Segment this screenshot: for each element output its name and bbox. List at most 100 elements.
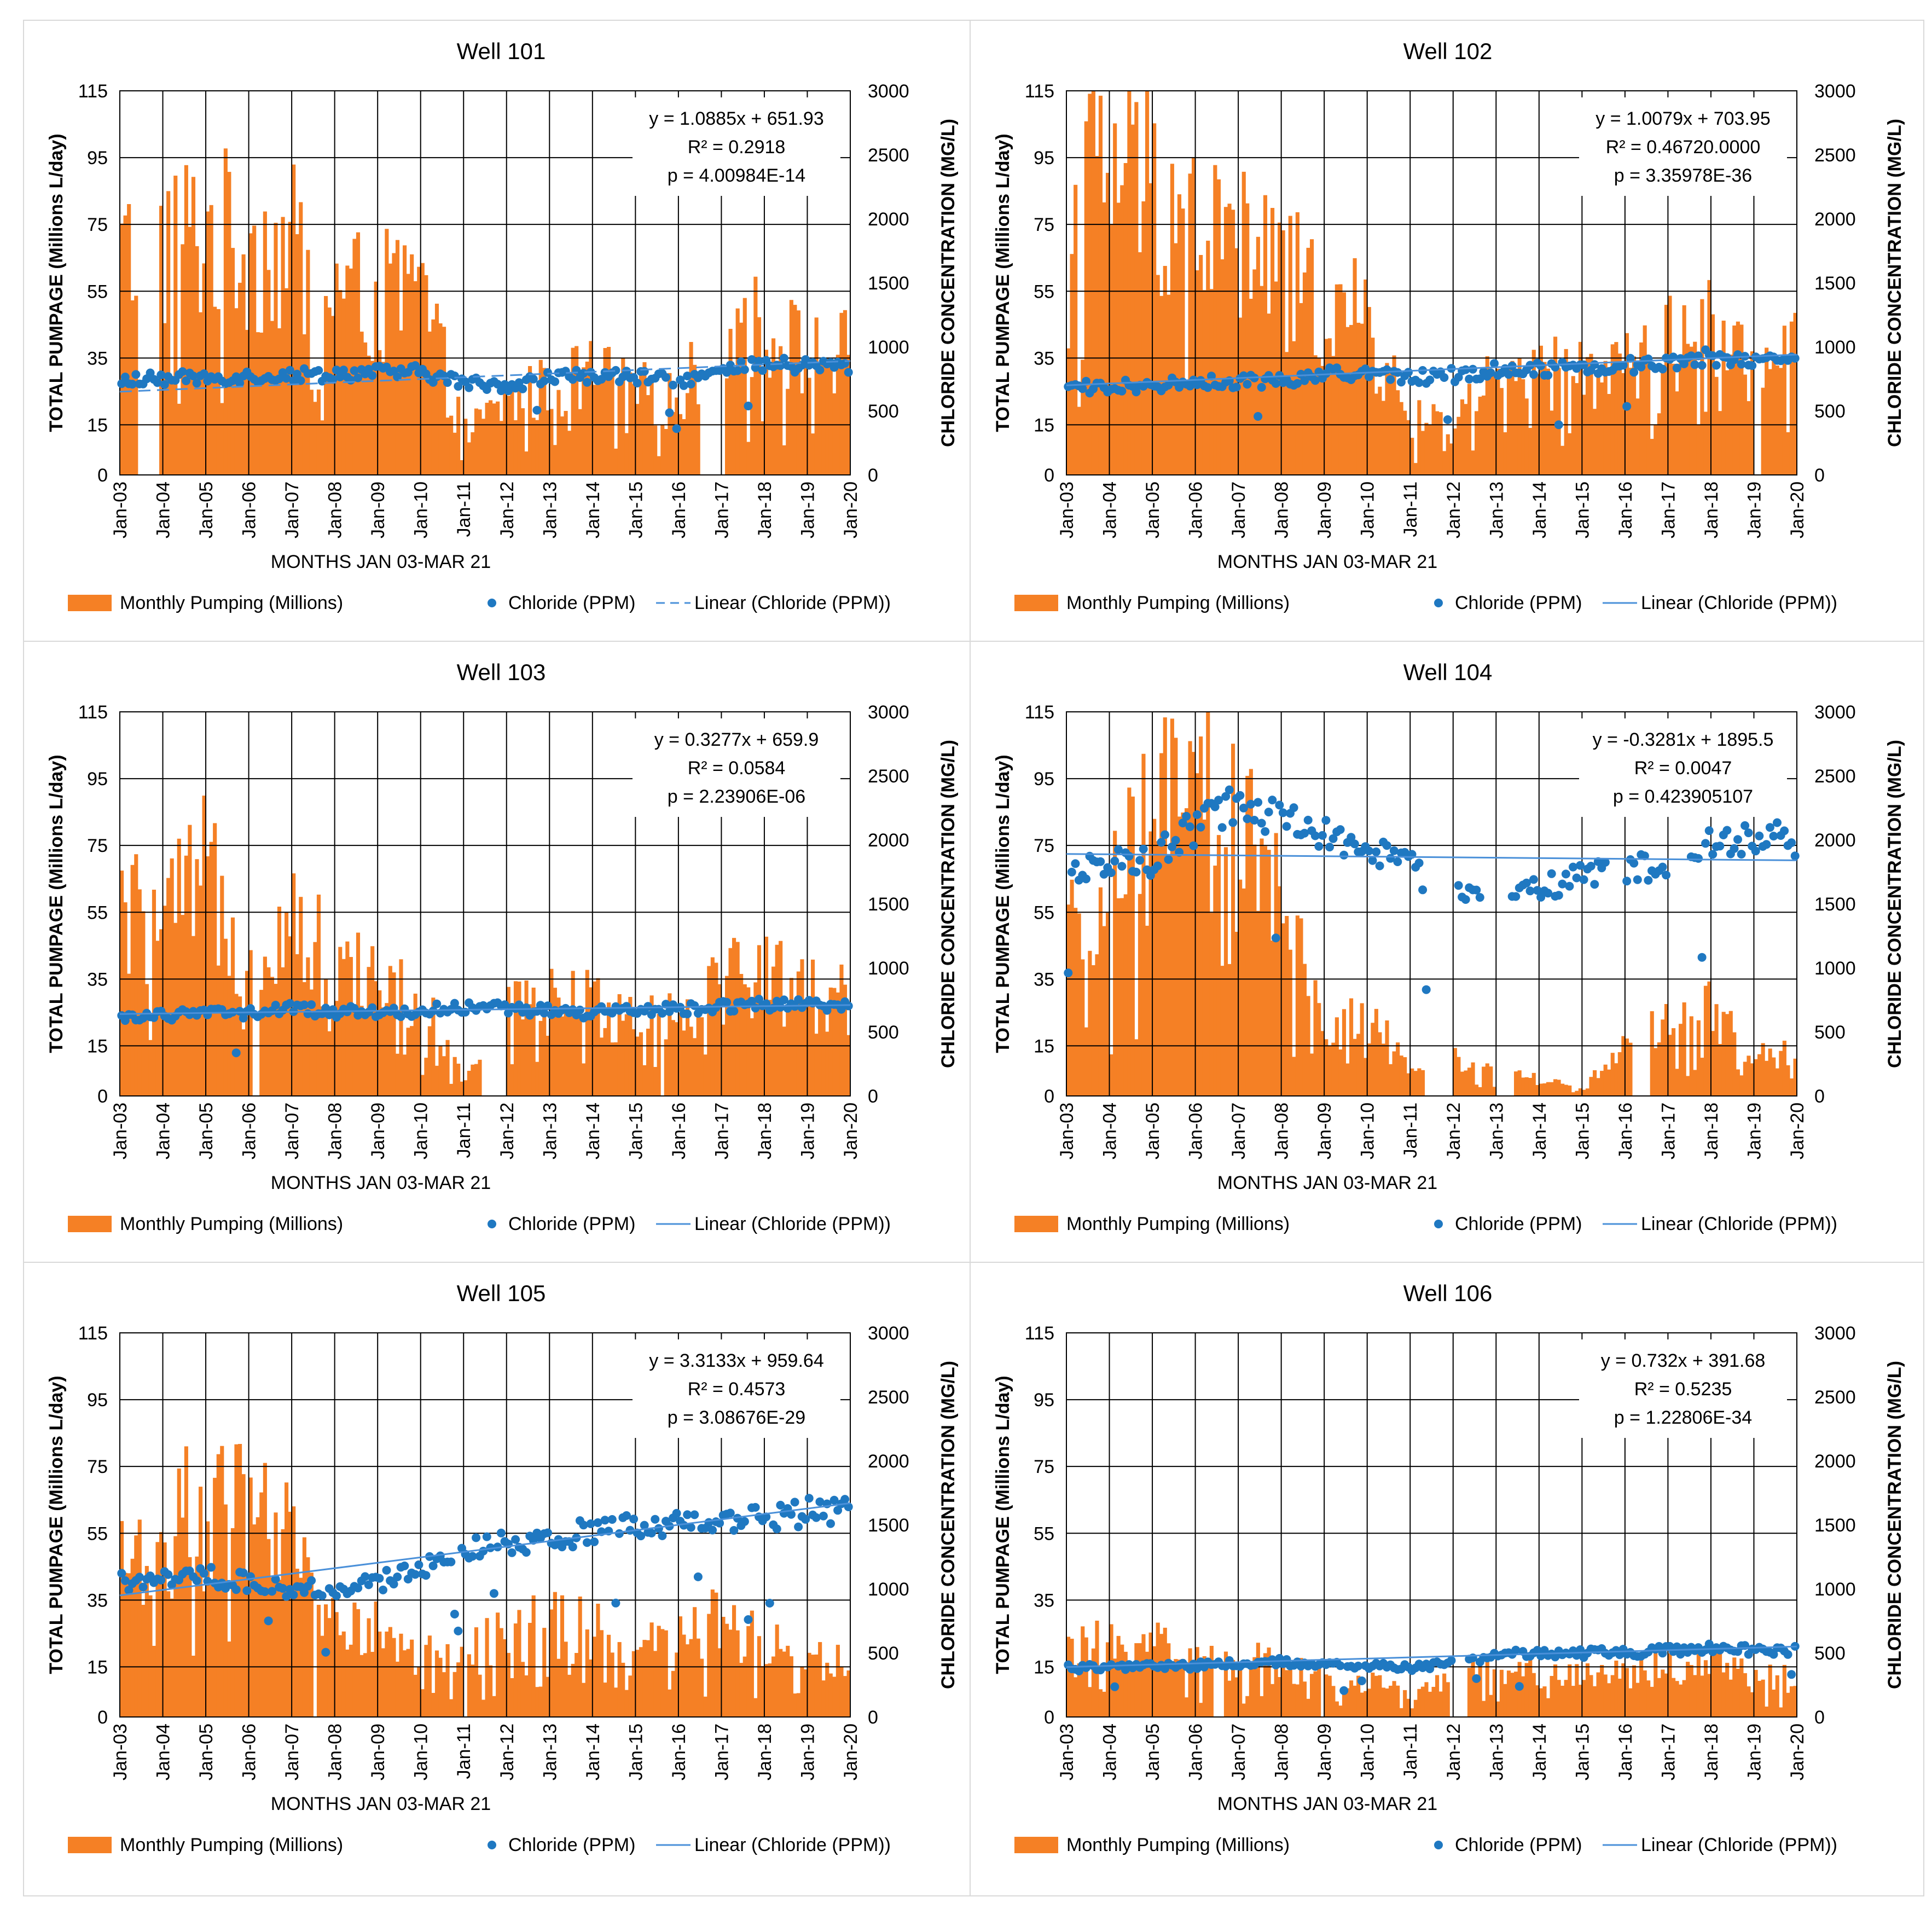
pumping-bar [828, 1673, 833, 1717]
pumping-bar [1192, 157, 1196, 475]
chloride-point [1067, 867, 1076, 877]
pumping-bar [520, 408, 525, 475]
pumping-bar [188, 227, 192, 475]
pumping-bar [281, 967, 285, 1096]
chloride-point [1268, 796, 1277, 805]
x-axis-tick-label: Jan-08 [325, 1724, 346, 1780]
pumping-bar [703, 1054, 707, 1096]
pumping-bar [571, 347, 575, 475]
chloride-point [1468, 364, 1477, 374]
x-axis-tick-label: Jan-17 [1658, 1724, 1679, 1780]
plot-frame [1066, 1332, 1797, 1718]
pumping-bar [1593, 1686, 1597, 1717]
pumping-bar [277, 1580, 282, 1717]
chloride-point [640, 1521, 649, 1530]
pumping-bar [1475, 411, 1479, 475]
pumping-bar [642, 1065, 647, 1096]
pumping-bar [520, 1019, 525, 1096]
pumping-bar [1223, 207, 1228, 475]
pumping-bar [1442, 1673, 1447, 1717]
pumping-bar [592, 1637, 596, 1717]
left-axis-title: TOTAL PUMPAGE (Millions L/day) [46, 1376, 67, 1674]
chloride-point [296, 376, 305, 385]
x-axis-tick-label: Jan-19 [797, 1103, 818, 1159]
x-axis-tick-label: Jan-20 [840, 481, 861, 538]
pumping-bar [506, 1652, 510, 1717]
pumping-bar [1238, 317, 1243, 475]
pumping-bar [811, 959, 815, 1096]
chloride-point [794, 1522, 803, 1531]
chloride-point [669, 380, 678, 390]
pumping-bar [1718, 411, 1722, 475]
x-axis-tick-label: Jan-07 [282, 1103, 303, 1159]
x-axis-title: MONTHS JAN 03-MAR 21 [1217, 1173, 1437, 1193]
right-axis-tick-label: 1000 [868, 1579, 909, 1600]
pumping-bar [1628, 1042, 1633, 1096]
pumping-bar [1392, 1681, 1396, 1717]
pumping-bar [395, 240, 400, 475]
pumping-bar [345, 941, 350, 1096]
pumping-bar [1739, 324, 1744, 475]
pumping-bar [1718, 1044, 1722, 1096]
x-axis-tick-label: Jan-11 [454, 1724, 474, 1779]
pumping-bar [123, 215, 127, 475]
pumping-bar [782, 1026, 786, 1096]
legend-bar-swatch [68, 1216, 112, 1232]
pumping-bar [456, 1662, 461, 1717]
chloride-point [844, 1001, 853, 1011]
x-axis-tick-label: Jan-17 [711, 1724, 732, 1780]
pumping-bar [1292, 341, 1296, 475]
pumping-bar [803, 359, 808, 475]
trend-equation-line: R² = 0.4573 [688, 1379, 786, 1400]
chloride-point [1246, 799, 1255, 809]
pumping-bar [1546, 1082, 1551, 1096]
pumping-bar [474, 1627, 479, 1717]
pumping-bar [689, 1026, 693, 1096]
chloride-point [693, 1572, 703, 1581]
chloride-point [1365, 846, 1373, 856]
pumping-bar [800, 1666, 804, 1717]
pumping-bar [1374, 1675, 1378, 1717]
pumping-bar [259, 332, 264, 475]
chloride-point [364, 364, 373, 374]
left-axis-tick-label: 15 [87, 1657, 108, 1678]
pumping-bar [1700, 1058, 1704, 1096]
pumping-bar [1335, 284, 1339, 475]
pumping-bar [1603, 1064, 1608, 1096]
pumping-bar [166, 878, 171, 1096]
pumping-bar [1679, 1684, 1683, 1717]
chloride-point [1264, 808, 1273, 817]
chloride-point [518, 384, 527, 393]
pumping-bar [359, 1006, 364, 1096]
pumping-bar [148, 1595, 153, 1717]
pumping-bar [1145, 925, 1150, 1096]
chloride-point [1544, 889, 1553, 898]
chloride-point [614, 1529, 624, 1538]
pumping-bar [1084, 1637, 1088, 1717]
pumping-bar [793, 1005, 797, 1096]
chloride-point [1755, 831, 1764, 840]
pumping-bar [270, 321, 275, 475]
left-axis-tick-label: 115 [1025, 81, 1054, 102]
chloride-point [1769, 1650, 1778, 1659]
pumping-bar [130, 865, 135, 1096]
pumping-bar [1120, 1644, 1124, 1717]
pumping-bar [181, 1517, 185, 1717]
pumping-bar [141, 911, 146, 1096]
x-axis-tick-label: Jan-16 [669, 1724, 689, 1780]
pumping-bar [725, 1623, 729, 1717]
pumping-bar [1231, 744, 1235, 1096]
pumping-bar [542, 1006, 547, 1096]
pumping-bar [686, 393, 690, 475]
pumping-bar [653, 425, 658, 475]
chloride-points [1064, 345, 1800, 430]
pumping-bar [546, 1036, 550, 1096]
pumping-bar [843, 984, 848, 1096]
pumping-bar [1066, 1637, 1071, 1717]
chloride-point [1544, 370, 1553, 380]
pumping-bar [649, 1622, 654, 1717]
pumping-bar [653, 1651, 658, 1717]
chloride-point [790, 1498, 799, 1507]
pumping-bar [1256, 1643, 1260, 1717]
